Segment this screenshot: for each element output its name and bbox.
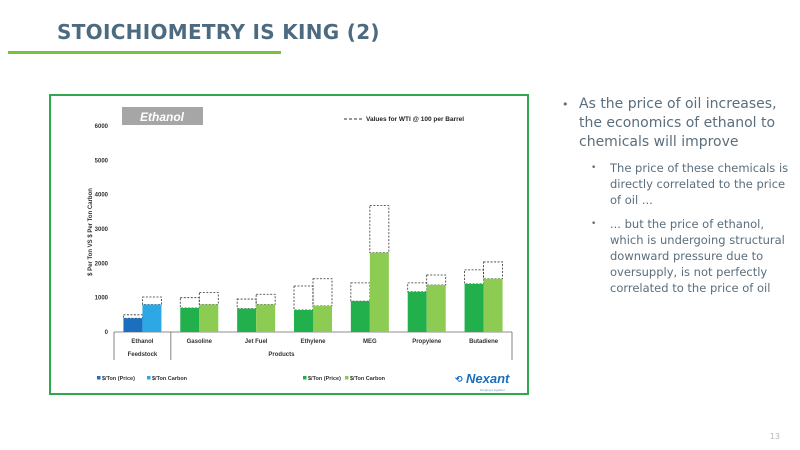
legend-swatch (147, 376, 151, 380)
bar-price (464, 283, 484, 332)
bullet-item: • As the price of oil increases, the econ… (560, 95, 790, 152)
wti100-dashed-bar (426, 274, 447, 286)
legend-label: $/Ton (Price) (308, 376, 341, 382)
x-tick-label: Ethanol (131, 339, 153, 345)
wti100-dashed-bar (236, 298, 257, 310)
wti100-dashed-bar (123, 314, 143, 319)
x-tick-label: Propylene (412, 339, 442, 345)
y-tick-label: 5000 (95, 158, 109, 164)
bar-price (123, 318, 143, 332)
x-tick-label: Butadiene (469, 339, 499, 345)
title-badge-text: Ethanol (140, 110, 185, 124)
bar-price (407, 291, 427, 332)
wti100-dashed-bar (198, 292, 219, 305)
wti100-dashed-bar (483, 261, 503, 280)
legend-swatch (303, 376, 307, 380)
chart-frame: Ethanol Values for WTI @ 100 per Barrel 0 1… (49, 94, 529, 395)
bar-carbon (313, 305, 332, 332)
bullet-dot-icon: • (562, 98, 569, 111)
legend-swatch (97, 376, 101, 380)
bar-price (294, 310, 313, 332)
nexant-logo: Nexant (466, 371, 510, 386)
wti100-dashed-bar (350, 282, 371, 302)
y-axis-label: $ Per Ton VS $ Per Ton Carbon (88, 188, 94, 276)
y-tick-label: 3000 (95, 227, 109, 233)
y-tick-label: 4000 (95, 193, 109, 199)
group-label: Products (268, 352, 295, 358)
x-tick-label: Jet Fuel (245, 339, 268, 345)
bullet-dot-icon: • (591, 219, 597, 229)
bullet-item: • The price of these chemicals is directl… (560, 160, 790, 208)
wti100-dashed-bar (312, 278, 333, 307)
slide-title: STOICHIOMETRY IS KING (2) (57, 20, 380, 44)
nexant-tagline: bringing it together (480, 388, 505, 392)
wti100-dashed-bar (179, 297, 200, 309)
y-tick-label: 1000 (95, 296, 109, 302)
bullet-dot-icon: • (591, 163, 597, 173)
bar-carbon (256, 304, 276, 332)
legend-swatch (345, 376, 349, 380)
legend-label: $/Ton Carbon (152, 376, 188, 382)
bullet-text: As the price of oil increases, the econo… (579, 96, 777, 150)
chart: Ethanol Values for WTI @ 100 per Barrel 0 1… (88, 107, 513, 392)
wti100-dashed-bar (142, 296, 162, 305)
nexant-logo-icon: ⟲ (455, 374, 463, 384)
y-tick-label: 6000 (95, 124, 109, 130)
bar-carbon (483, 278, 503, 332)
title-badge (122, 107, 203, 125)
wti100-dashed-bar (369, 205, 390, 254)
bullet-text: The price of these chemicals is directly… (610, 161, 789, 207)
title-underline (8, 51, 281, 54)
bar-carbon (369, 252, 389, 332)
legend-label: $/Ton (Price) (102, 376, 135, 382)
bullet-list: • As the price of oil increases, the econ… (560, 95, 790, 296)
bar-carbon (142, 304, 162, 332)
wti100-dashed-bar (293, 285, 314, 311)
bar-carbon (199, 304, 219, 332)
x-tick-label: Ethylene (300, 339, 326, 345)
bar-carbon (426, 284, 446, 332)
group-label: Feedstock (128, 352, 158, 358)
x-tick-label: Gasoline (187, 339, 213, 345)
wti100-dashed-bar (255, 293, 276, 305)
bullet-text: ... but the price of ethanol, which is u… (610, 217, 785, 295)
x-tick-label: MEG (363, 339, 377, 345)
bullet-item: • ... but the price of ethanol, which is … (560, 216, 790, 296)
bar-price (237, 308, 257, 332)
dashed-legend-label: Values for WTI @ 100 per Barrel (366, 116, 464, 123)
bar-price (350, 301, 370, 332)
page-number: 13 (769, 432, 780, 441)
y-tick-label: 2000 (95, 261, 109, 267)
y-tick-label: 0 (105, 330, 109, 336)
wti100-dashed-bar (464, 269, 484, 285)
wti100-dashed-bar (407, 282, 428, 293)
bar-price (180, 307, 200, 332)
legend-label: $/Ton Carbon (350, 376, 386, 382)
